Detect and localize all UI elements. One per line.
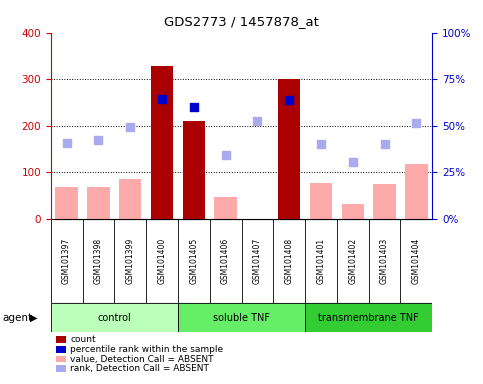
Bar [56, 187, 78, 219]
Point [95, 137, 102, 143]
Point [317, 141, 325, 147]
Text: GSM101402: GSM101402 [348, 238, 357, 284]
Point [63, 140, 71, 146]
Text: GSM101407: GSM101407 [253, 238, 262, 284]
Text: value, Detection Call = ABSENT: value, Detection Call = ABSENT [70, 354, 213, 364]
Text: GSM101408: GSM101408 [284, 238, 294, 284]
Text: control: control [98, 313, 131, 323]
Bar [405, 164, 427, 219]
Text: percentile rank within the sample: percentile rank within the sample [70, 345, 223, 354]
Text: count: count [70, 335, 96, 344]
Bar [310, 182, 332, 219]
Bar [119, 179, 142, 219]
Bar [87, 187, 110, 219]
Point [381, 141, 388, 147]
Bar [341, 204, 364, 219]
Bar [151, 66, 173, 219]
Point [285, 97, 293, 103]
Text: GSM101400: GSM101400 [157, 238, 167, 284]
Text: rank, Detection Call = ABSENT: rank, Detection Call = ABSENT [70, 364, 209, 373]
Text: GDS2773 / 1457878_at: GDS2773 / 1457878_at [164, 15, 319, 28]
Point [254, 118, 261, 124]
Text: soluble TNF: soluble TNF [213, 313, 270, 323]
Point [190, 104, 198, 110]
Bar [278, 79, 300, 219]
Bar [305, 303, 432, 332]
Text: GSM101401: GSM101401 [316, 238, 326, 284]
Text: GSM101399: GSM101399 [126, 238, 135, 284]
Text: ▶: ▶ [30, 313, 38, 323]
Text: GSM101398: GSM101398 [94, 238, 103, 284]
Point [222, 152, 229, 158]
Text: GSM101404: GSM101404 [412, 238, 421, 284]
Text: GSM101405: GSM101405 [189, 238, 199, 284]
Point [158, 96, 166, 102]
Text: agent: agent [2, 313, 32, 323]
Bar [178, 303, 305, 332]
Text: GSM101403: GSM101403 [380, 238, 389, 284]
Bar [373, 184, 396, 219]
Point [127, 124, 134, 130]
Text: transmembrane TNF: transmembrane TNF [318, 313, 419, 323]
Point [412, 119, 420, 126]
Point [349, 159, 356, 165]
Bar [214, 197, 237, 219]
Bar [51, 303, 178, 332]
Bar [183, 121, 205, 219]
Text: GSM101406: GSM101406 [221, 238, 230, 284]
Text: GSM101397: GSM101397 [62, 238, 71, 284]
